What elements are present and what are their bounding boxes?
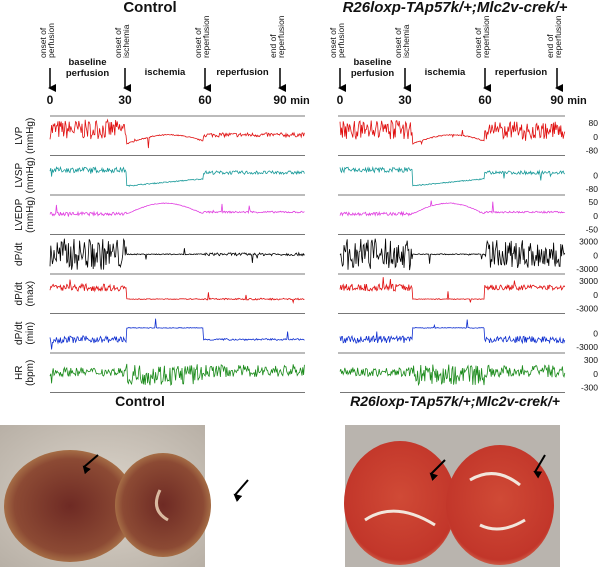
scale-label: 0 — [593, 170, 598, 180]
trace — [339, 238, 566, 271]
trace-label: dP/dt — [14, 321, 25, 345]
phase-label: ischemia — [425, 67, 466, 78]
event-label: onset of — [393, 27, 403, 58]
time-label: 0 — [47, 93, 54, 107]
phase-label: reperfusion — [495, 67, 547, 78]
panel-title: R26loxp-TAp57k/+;Mlc2v-crek/+ — [343, 0, 568, 16]
photo-title: Control — [115, 393, 165, 409]
scale-label: 0 — [593, 290, 598, 300]
trace — [49, 279, 305, 304]
phase-label: perfusion — [66, 68, 109, 79]
scale-label: 0 — [593, 328, 598, 338]
trace — [49, 238, 305, 270]
scale-label: -80 — [586, 184, 599, 194]
scale-label: 3000 — [579, 237, 598, 247]
arrow — [233, 479, 249, 502]
event-label: onset of — [328, 27, 338, 58]
time-unit: min — [290, 95, 310, 107]
event-label: reperfusion — [201, 15, 211, 58]
trace — [339, 200, 565, 217]
phase-label: perfusion — [351, 68, 394, 79]
tissue-streak — [364, 472, 526, 531]
event-label: onset of — [473, 27, 483, 58]
scale-label: 50 — [589, 197, 599, 207]
event-label: reperfusion — [481, 15, 491, 58]
trace-label: (mmHg) — [25, 197, 36, 233]
heart-slice — [446, 445, 554, 565]
scale-label: 3000 — [579, 276, 598, 286]
phase-label: baseline — [353, 57, 391, 68]
scale-label: -3000 — [576, 342, 598, 352]
phase-label: baseline — [68, 57, 106, 68]
scale-label: 0 — [593, 250, 598, 260]
arrow — [533, 454, 546, 479]
event-label: perfusion — [336, 23, 346, 58]
trace-label: LVEDP — [14, 198, 25, 230]
trace-label: dP/dt — [14, 282, 25, 306]
panel-title: Control — [123, 0, 176, 16]
event-label: reperfusion — [553, 15, 563, 58]
photo-title: R26loxp-TAp57k/+;Mlc2v-crek/+ — [350, 393, 560, 409]
time-label: 0 — [337, 93, 344, 107]
trace-label: (max) — [25, 281, 36, 307]
trace-label: dP/dt — [14, 242, 25, 266]
time-label: 60 — [198, 93, 212, 107]
trace — [49, 118, 305, 149]
event-label: ischemia — [121, 24, 131, 58]
trace — [49, 202, 305, 217]
trace — [339, 166, 566, 187]
event-label: onset of — [193, 27, 203, 58]
phase-label: reperfusion — [216, 67, 268, 78]
trace-label: HR — [14, 366, 25, 380]
trace-label: (bpm) — [25, 360, 36, 386]
scale-label: -3000 — [576, 264, 598, 274]
heart-slice — [4, 450, 136, 562]
event-label: end of — [545, 34, 555, 58]
trace — [339, 119, 566, 146]
scale-label: -50 — [586, 225, 599, 235]
time-label: 30 — [398, 93, 412, 107]
event-label: ischemia — [401, 24, 411, 58]
heart-slice — [344, 441, 456, 565]
event-label: perfusion — [46, 23, 56, 58]
scale-label: 300 — [584, 355, 598, 365]
trace-label: (mmHg) — [25, 157, 36, 193]
trace — [339, 277, 566, 303]
scale-label: -300 — [581, 383, 598, 393]
trace-label: LVSP — [14, 163, 25, 188]
trace-label: (mmHg) — [25, 118, 36, 154]
trace-label: (min) — [25, 322, 36, 345]
time-label: 90 — [550, 93, 564, 107]
scale-label: 0 — [593, 211, 598, 221]
trace — [49, 165, 305, 187]
time-label: 30 — [118, 93, 132, 107]
trace — [49, 363, 305, 386]
arrow — [82, 454, 99, 475]
cavity — [154, 489, 169, 522]
arrow — [429, 459, 446, 482]
trace — [339, 319, 566, 345]
time-label: 90 — [273, 93, 287, 107]
scale-label: -80 — [586, 146, 599, 156]
event-label: reperfusion — [276, 15, 286, 58]
trace-label: LVP — [14, 126, 25, 144]
time-label: 60 — [478, 93, 492, 107]
scale-label: 0 — [593, 369, 598, 379]
heart-slice — [115, 453, 211, 557]
time-unit: min — [567, 95, 587, 107]
event-label: onset of — [113, 27, 123, 58]
event-label: end of — [268, 34, 278, 58]
trace — [49, 318, 305, 350]
scale-label: 80 — [589, 118, 599, 128]
event-label: onset of — [38, 27, 48, 58]
trace — [339, 364, 566, 387]
scale-label: 0 — [593, 132, 598, 142]
phase-label: ischemia — [145, 67, 186, 78]
scale-label: -3000 — [576, 304, 598, 314]
